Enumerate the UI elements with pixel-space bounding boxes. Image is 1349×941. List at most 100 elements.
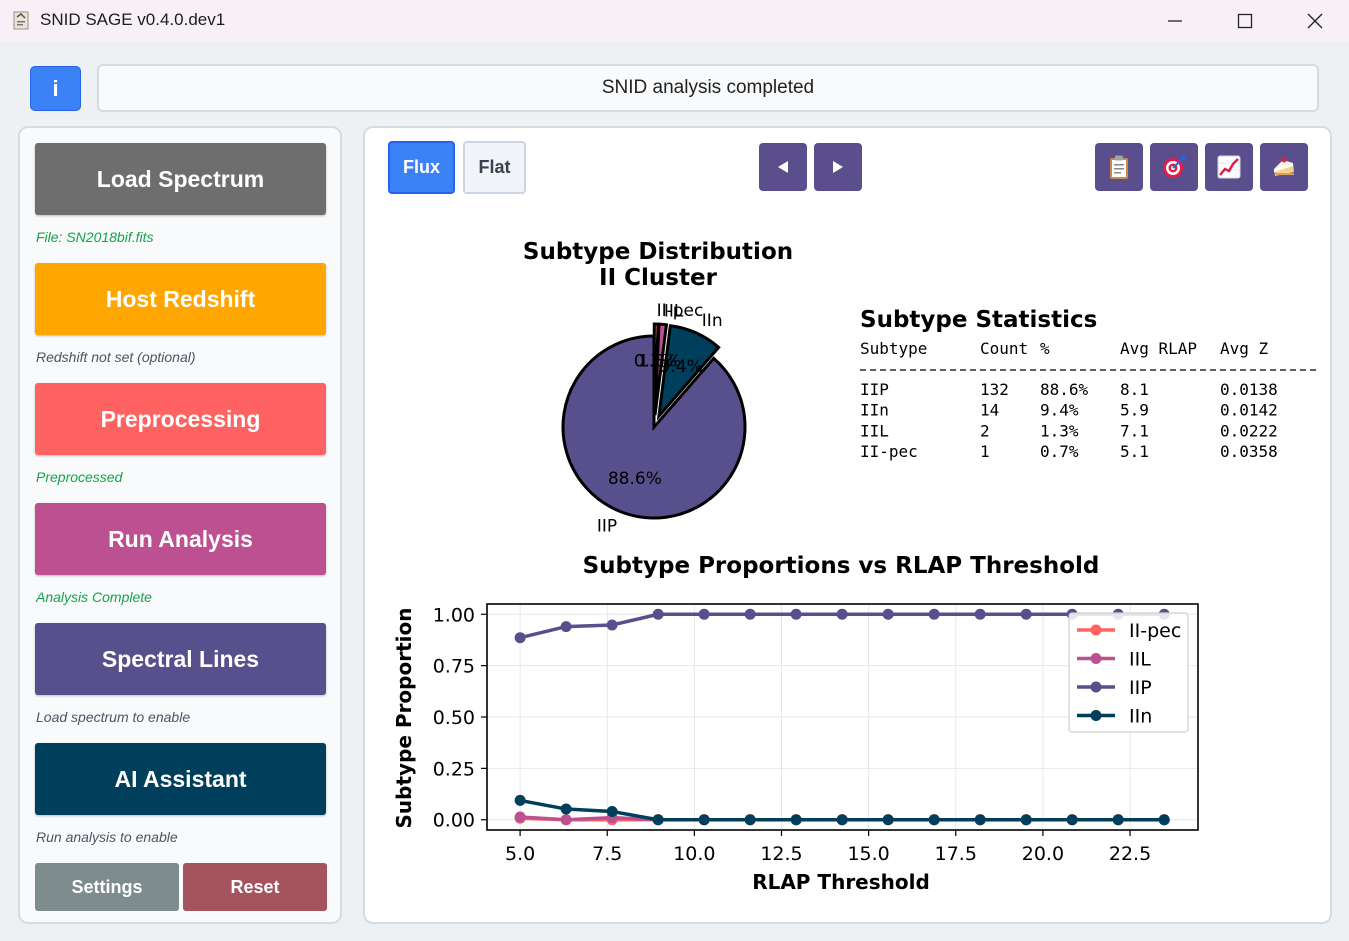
stats-header-cell: Avg RLAP bbox=[1120, 339, 1197, 358]
ai-assistant-status: Run analysis to enable bbox=[36, 829, 178, 845]
data-point-iip bbox=[606, 619, 618, 631]
cake-slice-icon bbox=[1274, 157, 1294, 176]
pie-label-iip: IIP bbox=[597, 516, 617, 536]
pie-label-iin: IIn bbox=[702, 311, 723, 331]
maximize-button[interactable] bbox=[1210, 0, 1280, 42]
reset-button[interactable]: Reset bbox=[183, 863, 327, 911]
analysis-figure: Subtype Distribution II Cluster IIP 88.6%… bbox=[392, 239, 1318, 894]
preprocessing-button[interactable]: Preprocessing bbox=[35, 383, 326, 455]
stats-cell: 14 bbox=[980, 401, 999, 420]
subtype-proportions-button[interactable] bbox=[1260, 143, 1308, 191]
next-template-button[interactable] bbox=[814, 143, 862, 191]
maximize-icon bbox=[1237, 13, 1253, 29]
stats-cell: 132 bbox=[980, 380, 1009, 399]
stats-cell: 0.0222 bbox=[1220, 421, 1278, 440]
chart-increasing-icon bbox=[1217, 155, 1241, 179]
workflow-sidebar: Load Spectrum File: SN2018bif.fits Host … bbox=[18, 126, 342, 924]
data-point-iil bbox=[560, 814, 572, 826]
summary-report-button[interactable] bbox=[1095, 143, 1143, 191]
line-chart: 5.0 7.5 10.0 12.5 15.0 17.5 20.0 22.5 0.00 0.25 0.… bbox=[433, 603, 1199, 865]
redshift-age-button[interactable] bbox=[1205, 143, 1253, 191]
data-point-iip bbox=[974, 608, 986, 620]
data-point-iip bbox=[836, 608, 848, 620]
results-panel: Flux Flat bbox=[363, 126, 1332, 924]
data-point-iin bbox=[606, 806, 618, 818]
stats-cell: IIn bbox=[860, 401, 889, 420]
pie-title-line-2: II Cluster bbox=[599, 265, 718, 291]
stats-cell: II-pec bbox=[860, 442, 918, 461]
x-tick-label: 7.5 bbox=[592, 843, 622, 865]
data-point-iip bbox=[1020, 608, 1032, 620]
data-point-iin bbox=[928, 814, 940, 826]
stats-header-cell: Subtype bbox=[860, 339, 927, 358]
x-tick-label: 5.0 bbox=[505, 843, 535, 865]
x-tick-label: 15.0 bbox=[847, 843, 889, 865]
pie-title-line-1: Subtype Distribution bbox=[523, 239, 793, 265]
pie-label-ii-pec: II-pec bbox=[657, 301, 704, 321]
data-point-iin bbox=[1020, 814, 1032, 826]
data-point-iip bbox=[882, 608, 894, 620]
x-tick-label: 20.0 bbox=[1022, 843, 1064, 865]
status-bar: SNID analysis completed bbox=[97, 64, 1319, 112]
stats-cell: 1.3% bbox=[1040, 421, 1079, 440]
load-spectrum-button[interactable]: Load Spectrum bbox=[35, 143, 326, 215]
data-point-iip bbox=[698, 608, 710, 620]
legend-entry-iin: IIn bbox=[1129, 706, 1152, 728]
pie-slice-ii-pec bbox=[652, 322, 660, 416]
triangle-right-icon bbox=[833, 161, 843, 173]
stats-header-cell: % bbox=[1040, 339, 1050, 358]
run-analysis-status: Analysis Complete bbox=[36, 589, 152, 605]
ai-assistant-button[interactable]: AI Assistant bbox=[35, 743, 326, 815]
gmm-clustering-button[interactable] bbox=[1150, 143, 1198, 191]
data-point-iin bbox=[790, 814, 802, 826]
pie-slice-iin bbox=[656, 324, 721, 421]
data-point-iip bbox=[560, 621, 572, 633]
data-point-iin bbox=[514, 794, 526, 806]
spectral-lines-button[interactable]: Spectral Lines bbox=[35, 623, 326, 695]
status-text: SNID analysis completed bbox=[601, 77, 815, 98]
pie-chart: IIP 88.6% IIn 9.4% IIL 1.3% II-pec 0.7% bbox=[561, 301, 747, 536]
stats-cell: 0.7% bbox=[1040, 442, 1079, 461]
data-point-iin bbox=[698, 814, 710, 826]
pie-percent-iip: 88.6% bbox=[608, 469, 662, 489]
close-button[interactable] bbox=[1280, 0, 1349, 42]
stats-table: Subtype Count% Avg RLAP Avg Z IIP 132 88.6% 8.1… bbox=[860, 339, 1318, 461]
flux-view-button[interactable]: Flux bbox=[388, 141, 455, 194]
target-icon bbox=[1163, 155, 1186, 178]
stats-cell: IIP bbox=[860, 380, 889, 399]
settings-button[interactable]: Settings bbox=[35, 863, 179, 911]
pie-percent-iil: 1.3% bbox=[638, 352, 681, 372]
stats-cell: 9.4% bbox=[1040, 401, 1079, 420]
legend-entry-ii-pec: II-pec bbox=[1129, 620, 1181, 642]
y-tick-label: 0.00 bbox=[433, 810, 475, 832]
y-tick-label: 0.50 bbox=[433, 707, 475, 729]
stats-cell: 88.6% bbox=[1040, 380, 1089, 399]
stats-header-cell: Count bbox=[980, 339, 1028, 358]
line-chart-title: Subtype Proportions vs RLAP Threshold bbox=[583, 553, 1100, 579]
plot-frame bbox=[486, 603, 1199, 831]
data-point-iip bbox=[652, 608, 664, 620]
legend-entry-iip: IIP bbox=[1129, 677, 1152, 699]
previous-template-button[interactable] bbox=[759, 143, 807, 191]
y-tick-label: 0.75 bbox=[433, 656, 475, 678]
data-point-iin bbox=[1112, 814, 1124, 826]
x-tick-label: 12.5 bbox=[760, 843, 802, 865]
x-tick-label: 22.5 bbox=[1109, 843, 1151, 865]
stats-cell: 5.9 bbox=[1120, 401, 1149, 420]
host-redshift-button[interactable]: Host Redshift bbox=[35, 263, 326, 335]
run-analysis-button[interactable]: Run Analysis bbox=[35, 503, 326, 575]
minimize-button[interactable] bbox=[1140, 0, 1210, 42]
minimize-icon bbox=[1168, 20, 1182, 22]
info-button[interactable]: i bbox=[30, 66, 81, 111]
data-point-iin bbox=[744, 814, 756, 826]
data-point-iip bbox=[514, 632, 526, 644]
data-point-iin bbox=[974, 814, 986, 826]
triangle-left-icon bbox=[778, 161, 788, 173]
clipboard-icon bbox=[1110, 155, 1128, 179]
pie-percent-ii-pec: 0.7% bbox=[634, 351, 677, 371]
x-tick-label: 17.5 bbox=[935, 843, 977, 865]
stats-header-cell: Avg Z bbox=[1220, 339, 1269, 358]
flat-view-button[interactable]: Flat bbox=[463, 141, 526, 194]
stats-cell: 1 bbox=[980, 442, 990, 461]
spectral-lines-status: Load spectrum to enable bbox=[36, 709, 191, 725]
